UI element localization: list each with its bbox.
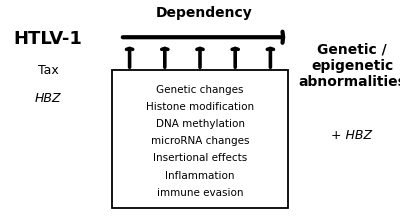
Text: + HBZ: + HBZ [332, 129, 372, 142]
Text: HTLV-1: HTLV-1 [14, 30, 82, 48]
Text: Insertional effects: Insertional effects [153, 154, 247, 163]
Text: immune evasion: immune evasion [157, 188, 243, 198]
Text: DNA methylation: DNA methylation [156, 119, 244, 129]
Text: Dependency: Dependency [156, 6, 252, 20]
Text: HBZ: HBZ [35, 92, 61, 105]
Text: Genetic /
epigenetic
abnormalities: Genetic / epigenetic abnormalities [298, 42, 400, 89]
Text: microRNA changes: microRNA changes [151, 136, 249, 146]
Text: Inflammation: Inflammation [165, 171, 235, 181]
Text: Histone modification: Histone modification [146, 102, 254, 112]
Text: Tax: Tax [38, 64, 58, 77]
Text: Genetic changes: Genetic changes [156, 85, 244, 95]
Bar [112, 70, 288, 208]
